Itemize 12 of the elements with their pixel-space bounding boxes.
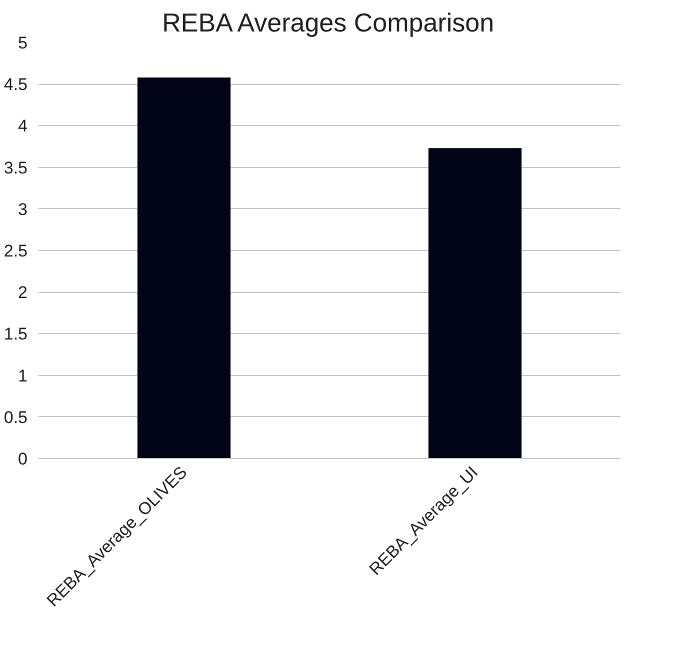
y-tick-label: 0 [18, 450, 28, 468]
y-tick-label: 3 [18, 200, 28, 219]
y-tick-label: 1.5 [4, 324, 28, 344]
y-tick-label: 5 [18, 34, 28, 52]
y-tick-label: 3.5 [4, 158, 28, 178]
y-tick-label: 4 [18, 116, 28, 136]
y-tick-label: 2.5 [4, 242, 28, 260]
y-tick-label: 2 [18, 283, 28, 302]
y-tick-label: 0.5 [4, 408, 28, 427]
y-tick-label: 1 [18, 366, 28, 386]
chart-title: REBA Averages Comparison [162, 8, 494, 38]
y-tick-label: 4.5 [4, 75, 28, 94]
